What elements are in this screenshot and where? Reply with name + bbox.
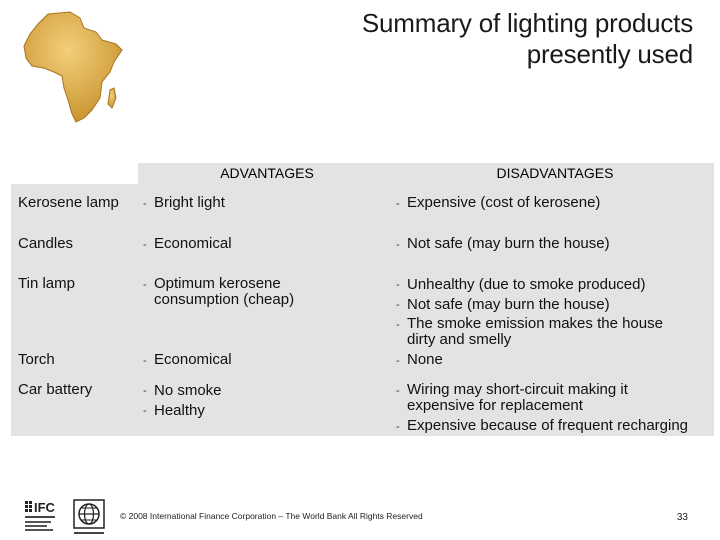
ifc-logo-text: IFC [34, 500, 56, 515]
row-product: Torch [18, 351, 55, 368]
advantage-line: consumption (cheap) [154, 291, 295, 308]
advantage-cell: - Optimum kerosene consumption (cheap) [143, 275, 295, 308]
title-line-1: Summary of lighting products [361, 8, 693, 38]
advantage-item: Bright light [154, 194, 225, 211]
disadvantage-item: Expensive because of frequent recharging [407, 417, 689, 434]
disadvantage-item: Not safe (may burn the house) [407, 235, 610, 252]
disadvantage-cell: - Unhealthy (due to smoke produced) - Not … [396, 276, 663, 348]
advantage-cell: - Bright light [143, 194, 225, 211]
copyright-text: © 2008 International Finance Corporation… [120, 511, 423, 521]
row-product: Car battery [18, 381, 93, 398]
disadvantage-cell: - Wiring may short-circuit making it exp… [396, 381, 689, 434]
slide-title: Summary of lighting products presently u… [362, 8, 693, 70]
comparison-table [11, 163, 714, 436]
disadvantage-item: None [407, 351, 443, 368]
disadvantage-cell: - Expensive (cost of kerosene) [396, 194, 601, 211]
title-line-2: presently used [526, 39, 694, 69]
advantage-cell: - No smoke - Healthy [143, 382, 222, 419]
disadvantage-item: Unhealthy (due to smoke produced) [407, 276, 646, 293]
advantage-item: Healthy [154, 402, 205, 419]
disadvantage-cell: - None [396, 351, 443, 368]
advantage-item: Economical [154, 351, 232, 368]
advantage-line: Optimum kerosene [154, 275, 281, 292]
disadvantage-line: Wiring may short-circuit making it [407, 381, 628, 398]
header-blank [11, 163, 138, 184]
disadvantage-line: dirty and smelly [407, 331, 512, 348]
row-product: Tin lamp [18, 275, 75, 292]
page-number: 33 [676, 512, 688, 523]
disadvantage-item: Expensive (cost of kerosene) [407, 194, 601, 211]
africa-map-icon [23, 11, 123, 123]
advantage-cell: - Economical [143, 235, 232, 252]
row-product: Candles [18, 235, 74, 252]
advantage-item: Economical [154, 235, 232, 252]
disadvantage-line: expensive for replacement [407, 397, 583, 414]
row-product: Kerosene lamp [18, 194, 119, 211]
disadvantage-item: Not safe (may burn the house) [407, 296, 610, 313]
disadvantage-line: The smoke emission makes the house [407, 315, 663, 332]
advantage-item: No smoke [154, 382, 222, 399]
header-advantages: ADVANTAGES [220, 165, 314, 181]
world-bank-logo-icon [73, 499, 105, 534]
ifc-logo-icon: IFC [24, 499, 64, 537]
disadvantage-cell: - Not safe (may burn the house) [396, 235, 610, 252]
header-disadvantages: DISADVANTAGES [496, 165, 614, 181]
advantage-cell: - Economical [143, 351, 232, 368]
